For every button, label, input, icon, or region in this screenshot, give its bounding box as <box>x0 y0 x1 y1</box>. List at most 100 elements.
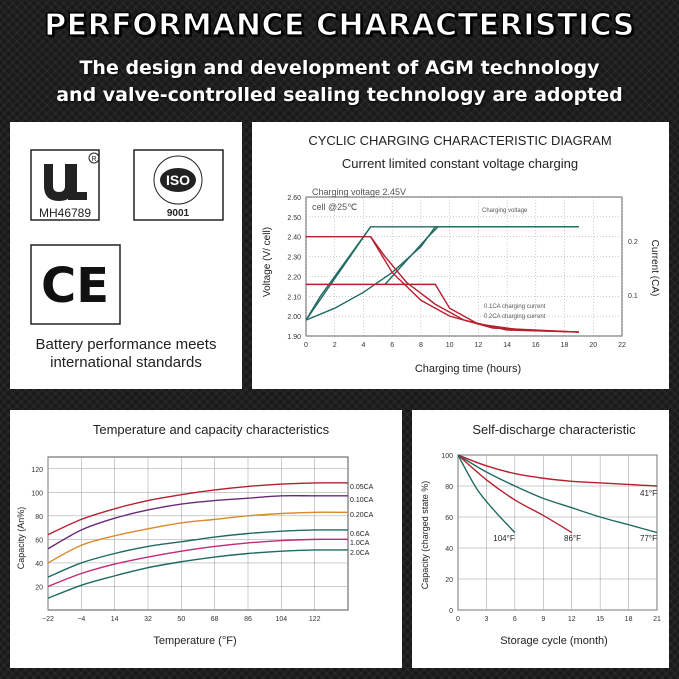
iso-number: 9001 <box>167 208 190 219</box>
cyclic-charging-panel: CYCLIC CHARGING CHARACTERISTIC DIAGRAM C… <box>252 122 669 389</box>
x-tick-label: 20 <box>589 342 597 349</box>
y-tick-label: 100 <box>441 453 453 460</box>
annotation-02ca: 0.2CA charging current <box>484 314 546 320</box>
x-tick-label: 50 <box>177 616 185 623</box>
x-tick-label: 86 <box>244 616 252 623</box>
series-line <box>457 454 658 534</box>
certifications-panel: R MH46789 ISO 9001 CE <box>10 122 242 389</box>
series-line <box>47 494 348 550</box>
page-title: PERFORMANCE CHARACTERISTICS <box>44 7 635 43</box>
series-line <box>305 226 372 321</box>
series-line <box>47 549 349 599</box>
y-axis-label: Capacity (An%) <box>16 507 26 570</box>
y2-axis-label: Current (CA) <box>649 240 660 297</box>
y-tick-label: 80 <box>445 484 453 491</box>
self-discharge-panel: Self-discharge characteristic Storage cy… <box>412 410 669 668</box>
ce-label: CE <box>41 258 109 314</box>
standards-caption-line-2: international standards <box>50 354 202 371</box>
x-tick-label: 8 <box>419 342 423 349</box>
y-tick-label: 100 <box>31 490 43 497</box>
x-tick-label: 12 <box>568 616 576 623</box>
x-tick-label: 21 <box>653 616 661 623</box>
series-line <box>47 529 349 578</box>
series-label: 0.05CA <box>350 484 374 491</box>
y-axis-label: Capacity (charged state %) <box>420 481 430 590</box>
series-label: 41°F <box>640 489 657 498</box>
y-tick-label: 40 <box>445 546 453 553</box>
ul-logo: R <box>30 149 100 221</box>
x-tick-label: 4 <box>362 342 366 349</box>
certification-logos: R MH46789 ISO 9001 CE <box>30 149 224 325</box>
y-tick-label: 2.40 <box>287 235 301 242</box>
y-tick-label: 60 <box>35 537 43 544</box>
x-tick-label: 6 <box>513 616 517 623</box>
x-tick-label: 18 <box>561 342 569 349</box>
cyclic-charging-chart: CYCLIC CHARGING CHARACTERISTIC DIAGRAM C… <box>262 133 660 375</box>
standards-caption: Battery performance meets international … <box>10 336 242 372</box>
y-tick-label: 2.30 <box>287 255 301 262</box>
temperature-capacity-chart: Temperature and capacity characteristics… <box>16 422 374 647</box>
chart-subtitle: Current limited constant voltage chargin… <box>342 156 578 171</box>
series-line <box>306 236 579 333</box>
x-tick-label: 14 <box>503 342 511 349</box>
y-tick-label: 20 <box>35 584 43 591</box>
y-axis-label: Voltage (V/ cell) <box>262 227 273 297</box>
y-tick-label: 20 <box>445 577 453 584</box>
x-tick-label: 14 <box>111 616 119 623</box>
x-tick-label: 16 <box>532 342 540 349</box>
series-line <box>384 226 439 285</box>
self-discharge-chart: Self-discharge characteristic Storage cy… <box>420 422 661 647</box>
y-tick-label: 60 <box>445 515 453 522</box>
series-label: 86°F <box>564 534 581 543</box>
series-label: 0.10CA <box>350 497 374 504</box>
x-tick-label: 6 <box>390 342 394 349</box>
y-tick-label: 0 <box>449 608 453 615</box>
x-tick-label: 22 <box>618 342 626 349</box>
annotation-voltage-curve: Charging voltage <box>482 208 528 214</box>
temperature-capacity-panel: Temperature and capacity characteristics… <box>10 410 402 668</box>
annotation-charging-voltage: Charging voltage 2.45V <box>312 187 406 197</box>
series-label: 1.0CA <box>350 540 370 547</box>
series-line <box>457 454 516 533</box>
annotation-01ca: 0.1CA charging current <box>484 304 546 310</box>
iso-logo: ISO 9001 <box>133 149 224 221</box>
series-line <box>457 454 658 487</box>
series-label: 77°F <box>640 534 657 543</box>
series-label: 0.6CA <box>350 531 370 538</box>
y-tick-label: 2.50 <box>287 215 301 222</box>
x-tick-label: 0 <box>304 342 308 349</box>
chart-title: Temperature and capacity characteristics <box>93 422 330 437</box>
chart-title: CYCLIC CHARGING CHARACTERISTIC DIAGRAM <box>308 133 611 148</box>
series-line <box>47 511 349 564</box>
series-label: 0.20CA <box>350 512 374 519</box>
x-tick-label: 3 <box>484 616 488 623</box>
svg-text:R: R <box>91 156 96 163</box>
y-tick-label: 40 <box>35 561 43 568</box>
iso-label: ISO <box>166 172 190 188</box>
y2-tick-label: 0.1 <box>628 293 638 300</box>
standards-caption-line-1: Battery performance meets <box>35 336 217 353</box>
ce-logo: CE <box>30 244 121 325</box>
series-label: 104°F <box>493 534 515 543</box>
x-axis-label: Storage cycle (month) <box>500 635 608 647</box>
series-line <box>47 482 349 536</box>
plot-frame <box>457 454 658 611</box>
x-tick-label: 2 <box>333 342 337 349</box>
x-tick-label: 10 <box>446 342 454 349</box>
y-tick-label: 2.20 <box>287 274 301 281</box>
chart-title: Self-discharge characteristic <box>472 422 636 437</box>
y-tick-label: 2.10 <box>287 294 301 301</box>
x-tick-label: 12 <box>474 342 482 349</box>
x-tick-label: −22 <box>42 616 54 623</box>
y2-tick-label: 0.2 <box>628 239 638 246</box>
subtitle-line-2: and valve-controlled sealing technology … <box>56 84 623 106</box>
y-tick-label: 2.60 <box>287 195 301 202</box>
series-label: 2.0CA <box>350 550 370 557</box>
x-tick-label: −4 <box>77 616 85 623</box>
x-tick-label: 18 <box>625 616 633 623</box>
x-tick-label: 104 <box>275 616 287 623</box>
x-tick-label: 32 <box>144 616 152 623</box>
x-axis-label: Charging time (hours) <box>415 363 521 375</box>
plot-frame <box>47 456 349 611</box>
x-tick-label: 9 <box>541 616 545 623</box>
